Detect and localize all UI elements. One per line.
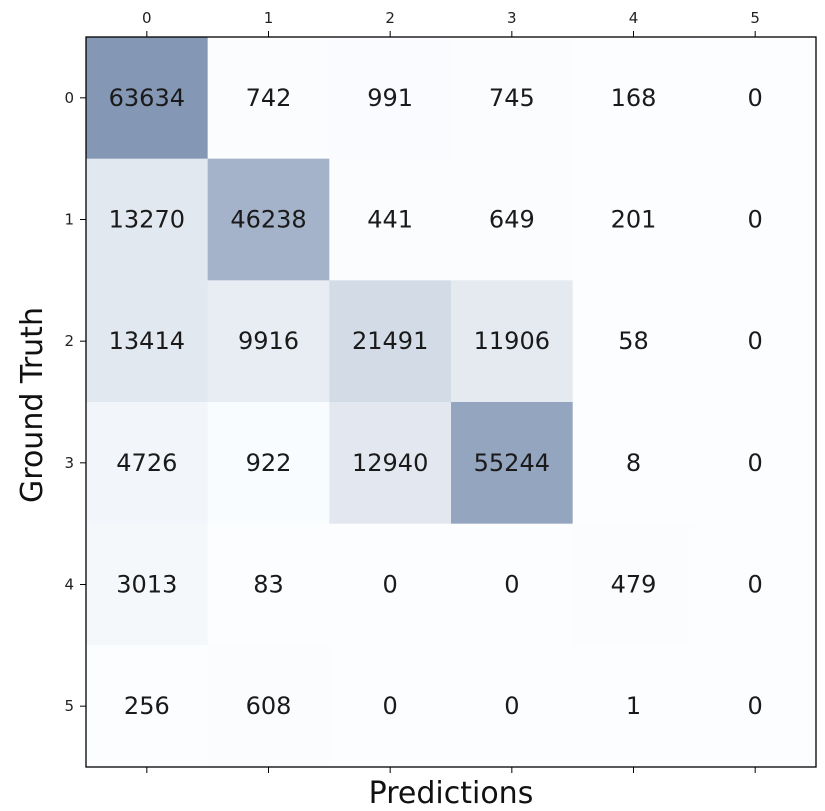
heatmap-cell-r0-c0 — [86, 37, 209, 160]
x-tick-label-0: 0 — [142, 9, 152, 27]
y-tick-label-0: 0 — [64, 89, 74, 107]
heatmap-cell-r3-c1 — [207, 402, 330, 525]
cell-value-r4-c2: 0 — [383, 571, 398, 599]
cell-value-r2-c5: 0 — [748, 327, 763, 355]
cell-value-r5-c0: 256 — [124, 692, 170, 720]
y-tick-labels: 0 1 2 3 4 5 — [64, 89, 86, 715]
cell-value-r0-c1: 742 — [246, 84, 292, 112]
x-tick-label-2: 2 — [385, 9, 395, 27]
heatmap-cell-r4-c5 — [694, 523, 817, 646]
x-tick-label-3: 3 — [507, 9, 517, 27]
cell-value-r4-c0: 3013 — [116, 571, 177, 599]
heatmap-cells — [86, 37, 817, 768]
heatmap-cell-r5-c5 — [694, 645, 817, 768]
heatmap-cell-r4-c3 — [451, 523, 574, 646]
x-tick-marks-bottom — [146, 767, 756, 773]
cell-value-r3-c3: 55244 — [474, 449, 550, 477]
cell-value-r0-c3: 745 — [489, 84, 535, 112]
cell-value-r5-c2: 0 — [383, 692, 398, 720]
heatmap-cell-r5-c2 — [329, 645, 452, 768]
heatmap-cell-r1-c3 — [451, 158, 574, 281]
cell-value-r5-c4: 1 — [626, 692, 641, 720]
cell-value-r2-c3: 11906 — [474, 327, 550, 355]
cell-value-r1-c5: 0 — [748, 206, 763, 234]
heatmap-cell-r1-c4 — [572, 158, 695, 281]
plot-frame — [85, 36, 817, 768]
heatmap-cell-r5-c3 — [451, 645, 574, 768]
heatmap-cell-r0-c4 — [572, 37, 695, 160]
y-tick-label-2: 2 — [64, 332, 74, 350]
cell-value-r0-c5: 0 — [748, 84, 763, 112]
heatmap-cell-r1-c1 — [207, 158, 330, 281]
cell-value-r1-c0: 13270 — [109, 206, 185, 234]
heatmap-cell-r2-c2 — [329, 280, 452, 403]
cell-value-r0-c2: 991 — [367, 84, 413, 112]
cell-value-r5-c5: 0 — [748, 692, 763, 720]
cell-value-r0-c0: 63634 — [109, 84, 185, 112]
cell-value-r4-c4: 479 — [611, 571, 657, 599]
y-tick-label-4: 4 — [64, 576, 74, 594]
cell-value-r1-c4: 201 — [611, 206, 657, 234]
heatmap-cell-r5-c0 — [86, 645, 209, 768]
cell-value-r5-c3: 0 — [504, 692, 519, 720]
heatmap-cell-r0-c5 — [694, 37, 817, 160]
y-tick-label-5: 5 — [64, 697, 74, 715]
heatmap-cell-r4-c2 — [329, 523, 452, 646]
cell-value-r2-c2: 21491 — [352, 327, 428, 355]
heatmap-cell-r3-c3 — [451, 402, 574, 525]
heatmap-cell-r2-c5 — [694, 280, 817, 403]
heatmap-cell-r4-c4 — [572, 523, 695, 646]
heatmap-cell-r4-c0 — [86, 523, 209, 646]
heatmap-cell-r5-c4 — [572, 645, 695, 768]
heatmap-cell-r3-c5 — [694, 402, 817, 525]
x-axis-label: Predictions — [369, 776, 534, 811]
cell-value-r3-c4: 8 — [626, 449, 641, 477]
cell-value-r4-c3: 0 — [504, 571, 519, 599]
heatmap-cell-r0-c2 — [329, 37, 452, 160]
x-tick-label-5: 5 — [750, 9, 760, 27]
cell-value-r2-c1: 9916 — [238, 327, 299, 355]
cell-value-r4-c5: 0 — [748, 571, 763, 599]
heatmap-cell-r3-c4 — [572, 402, 695, 525]
y-axis-label: Ground Truth — [15, 307, 50, 503]
heatmap-cell-r3-c0 — [86, 402, 209, 525]
heatmap-cell-r1-c2 — [329, 158, 452, 281]
heatmap-cell-r5-c1 — [207, 645, 330, 768]
cell-value-r1-c2: 441 — [367, 206, 413, 234]
x-tick-label-4: 4 — [629, 9, 639, 27]
cell-value-r4-c1: 83 — [253, 571, 284, 599]
heatmap-cell-r0-c3 — [451, 37, 574, 160]
x-tick-label-1: 1 — [264, 9, 274, 27]
cell-value-r2-c4: 58 — [618, 327, 649, 355]
heatmap-cell-r1-c5 — [694, 158, 817, 281]
cell-value-r3-c0: 4726 — [116, 449, 177, 477]
heatmap-cell-r2-c3 — [451, 280, 574, 403]
heatmap-cell-r3-c2 — [329, 402, 452, 525]
cell-value-r1-c1: 46238 — [230, 206, 306, 234]
heatmap-cell-r2-c0 — [86, 280, 209, 403]
cell-value-r2-c0: 13414 — [109, 327, 185, 355]
heatmap-cell-r4-c1 — [207, 523, 330, 646]
heatmap-cell-r0-c1 — [207, 37, 330, 160]
y-tick-label-3: 3 — [64, 454, 74, 472]
cell-value-r1-c3: 649 — [489, 206, 535, 234]
heatmap-cell-r2-c4 — [572, 280, 695, 403]
cell-value-r5-c1: 608 — [246, 692, 292, 720]
cell-value-r0-c4: 168 — [611, 84, 657, 112]
heatmap-cell-r2-c1 — [207, 280, 330, 403]
x-tick-labels-top: 0 1 2 3 4 5 — [142, 9, 760, 37]
cell-value-r3-c5: 0 — [748, 449, 763, 477]
heatmap-cell-r1-c0 — [86, 158, 209, 281]
cell-value-r3-c1: 922 — [246, 449, 292, 477]
cell-value-r3-c2: 12940 — [352, 449, 428, 477]
y-tick-label-1: 1 — [64, 211, 74, 229]
